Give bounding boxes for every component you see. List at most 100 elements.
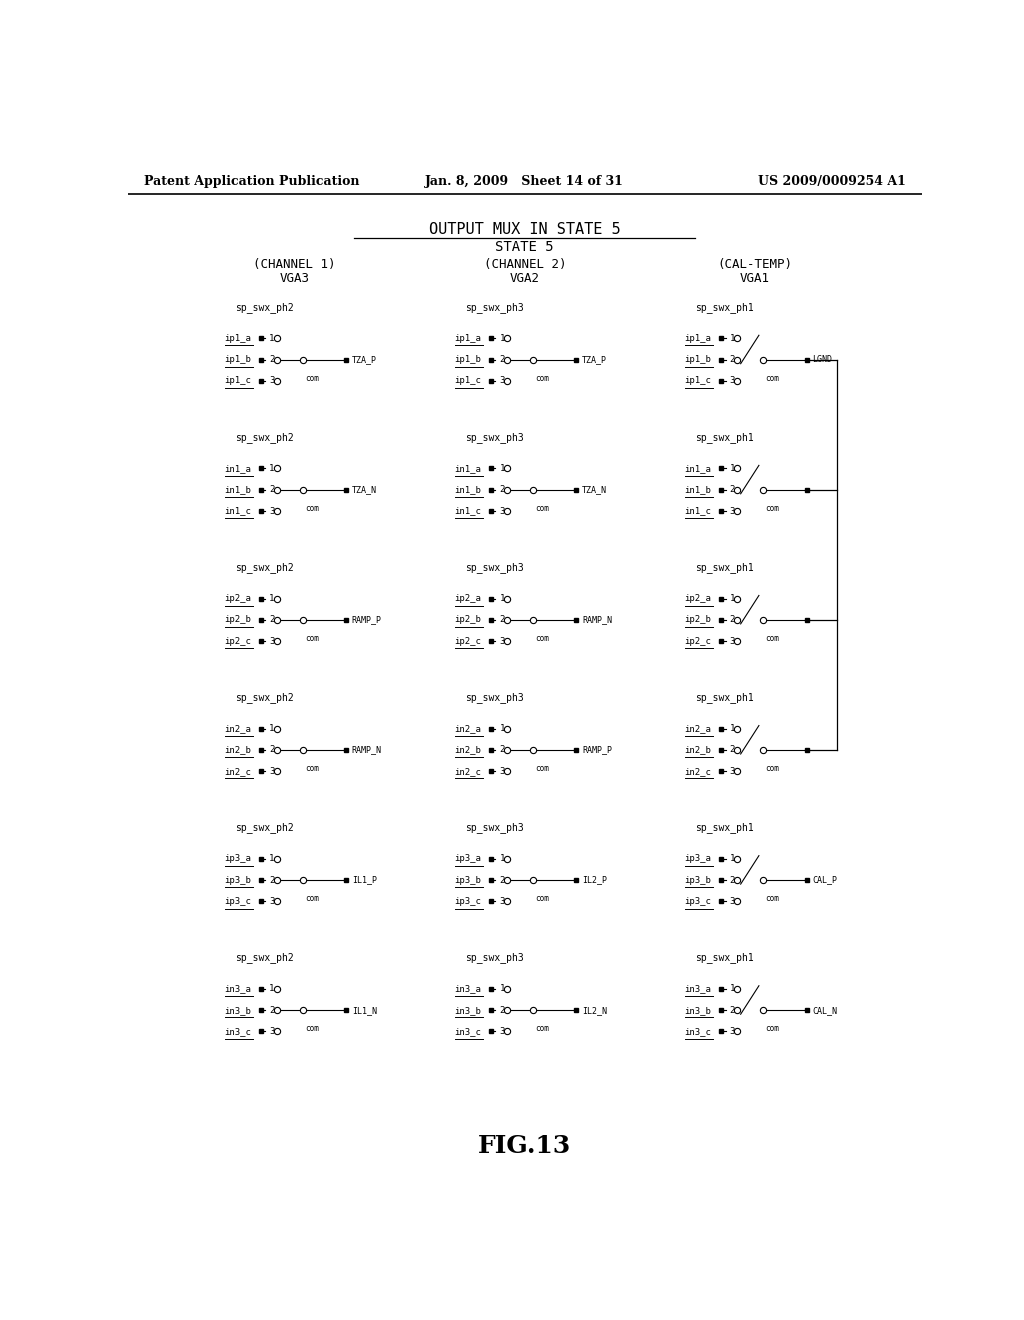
Text: IL1_N: IL1_N (352, 1006, 377, 1015)
Text: CAL_N: CAL_N (812, 1006, 837, 1015)
Text: 1: 1 (500, 985, 505, 993)
Text: 2: 2 (729, 615, 735, 624)
Text: ip1_c: ip1_c (455, 376, 481, 385)
Text: 3: 3 (729, 1027, 735, 1036)
Text: (CHANNEL 1): (CHANNEL 1) (253, 257, 336, 271)
Text: Jan. 8, 2009   Sheet 14 of 31: Jan. 8, 2009 Sheet 14 of 31 (425, 176, 625, 189)
Text: in1_c: in1_c (684, 507, 712, 516)
Text: 1: 1 (729, 594, 735, 603)
Text: in3_c: in3_c (455, 1027, 481, 1036)
Text: sp_swx_ph1: sp_swx_ph1 (695, 432, 754, 444)
Text: sp_swx_ph1: sp_swx_ph1 (695, 692, 754, 704)
Text: STATE 5: STATE 5 (496, 240, 554, 253)
Text: in3_a: in3_a (455, 985, 481, 993)
Text: VGA3: VGA3 (280, 272, 309, 285)
Text: IL2_P: IL2_P (582, 875, 607, 884)
Text: 2: 2 (729, 486, 735, 494)
Text: sp_swx_ph1: sp_swx_ph1 (695, 302, 754, 313)
Text: com: com (765, 634, 779, 643)
Text: com: com (765, 894, 779, 903)
Text: 3: 3 (500, 1027, 505, 1036)
Text: in2_c: in2_c (224, 767, 251, 776)
Text: in3_b: in3_b (455, 1006, 481, 1015)
Text: ip1_a: ip1_a (684, 334, 712, 343)
Text: com: com (765, 504, 779, 513)
Text: in1_b: in1_b (455, 486, 481, 494)
Text: com: com (765, 374, 779, 383)
Text: 1: 1 (500, 725, 505, 733)
Text: ip2_c: ip2_c (684, 636, 712, 645)
Text: 3: 3 (500, 896, 505, 906)
Text: sp_swx_ph3: sp_swx_ph3 (465, 432, 524, 444)
Text: FIG.13: FIG.13 (478, 1134, 571, 1159)
Text: 2: 2 (500, 875, 505, 884)
Text: in1_b: in1_b (224, 486, 251, 494)
Text: TZA_N: TZA_N (582, 486, 607, 494)
Text: 2: 2 (729, 355, 735, 364)
Text: in3_b: in3_b (684, 1006, 712, 1015)
Text: CAL_P: CAL_P (812, 875, 837, 884)
Text: in1_a: in1_a (455, 463, 481, 473)
Text: in3_c: in3_c (224, 1027, 251, 1036)
Text: 2: 2 (500, 355, 505, 364)
Text: sp_swx_ph2: sp_swx_ph2 (236, 302, 294, 313)
Text: TZA_P: TZA_P (352, 355, 377, 364)
Text: RAMP_N: RAMP_N (352, 746, 382, 755)
Text: 3: 3 (269, 767, 274, 776)
Text: 3: 3 (729, 636, 735, 645)
Text: in2_b: in2_b (224, 746, 251, 755)
Text: ip2_b: ip2_b (224, 615, 251, 624)
Text: sp_swx_ph3: sp_swx_ph3 (465, 302, 524, 313)
Text: in2_c: in2_c (684, 767, 712, 776)
Text: 1: 1 (500, 463, 505, 473)
Text: com: com (305, 504, 318, 513)
Text: ip3_c: ip3_c (684, 896, 712, 906)
Text: ip2_a: ip2_a (455, 594, 481, 603)
Text: RAMP_P: RAMP_P (582, 746, 612, 755)
Text: 3: 3 (500, 636, 505, 645)
Text: 1: 1 (500, 594, 505, 603)
Text: 3: 3 (269, 896, 274, 906)
Text: Patent Application Publication: Patent Application Publication (143, 176, 359, 189)
Text: in3_b: in3_b (224, 1006, 251, 1015)
Text: 1: 1 (729, 854, 735, 863)
Text: 1: 1 (500, 854, 505, 863)
Text: 2: 2 (269, 1006, 274, 1015)
Text: VGA2: VGA2 (510, 272, 540, 285)
Text: 1: 1 (269, 334, 274, 343)
Text: ip1_b: ip1_b (455, 355, 481, 364)
Text: com: com (305, 764, 318, 774)
Text: ip3_b: ip3_b (684, 875, 712, 884)
Text: 1: 1 (269, 854, 274, 863)
Text: 1: 1 (729, 463, 735, 473)
Text: ip3_a: ip3_a (684, 854, 712, 863)
Text: TZA_N: TZA_N (352, 486, 377, 494)
Text: 2: 2 (500, 615, 505, 624)
Text: in1_a: in1_a (224, 463, 251, 473)
Text: US 2009/0009254 A1: US 2009/0009254 A1 (758, 176, 905, 189)
Text: com: com (305, 894, 318, 903)
Text: sp_swx_ph3: sp_swx_ph3 (465, 822, 524, 833)
Text: 1: 1 (500, 334, 505, 343)
Text: ip2_a: ip2_a (224, 594, 251, 603)
Text: 1: 1 (269, 463, 274, 473)
Text: sp_swx_ph3: sp_swx_ph3 (465, 953, 524, 964)
Text: 3: 3 (269, 507, 274, 516)
Text: 2: 2 (269, 355, 274, 364)
Text: ip1_a: ip1_a (224, 334, 251, 343)
Text: 2: 2 (729, 1006, 735, 1015)
Text: ip2_c: ip2_c (224, 636, 251, 645)
Text: RAMP_P: RAMP_P (352, 615, 382, 624)
Text: ip2_b: ip2_b (684, 615, 712, 624)
Text: com: com (765, 764, 779, 774)
Text: 1: 1 (269, 985, 274, 993)
Text: ip3_b: ip3_b (455, 875, 481, 884)
Text: in2_b: in2_b (684, 746, 712, 755)
Text: VGA1: VGA1 (740, 272, 770, 285)
Text: ip3_c: ip3_c (455, 896, 481, 906)
Text: in2_c: in2_c (455, 767, 481, 776)
Text: ip3_a: ip3_a (224, 854, 251, 863)
Text: com: com (765, 1024, 779, 1034)
Text: in3_c: in3_c (684, 1027, 712, 1036)
Text: sp_swx_ph2: sp_swx_ph2 (236, 692, 294, 704)
